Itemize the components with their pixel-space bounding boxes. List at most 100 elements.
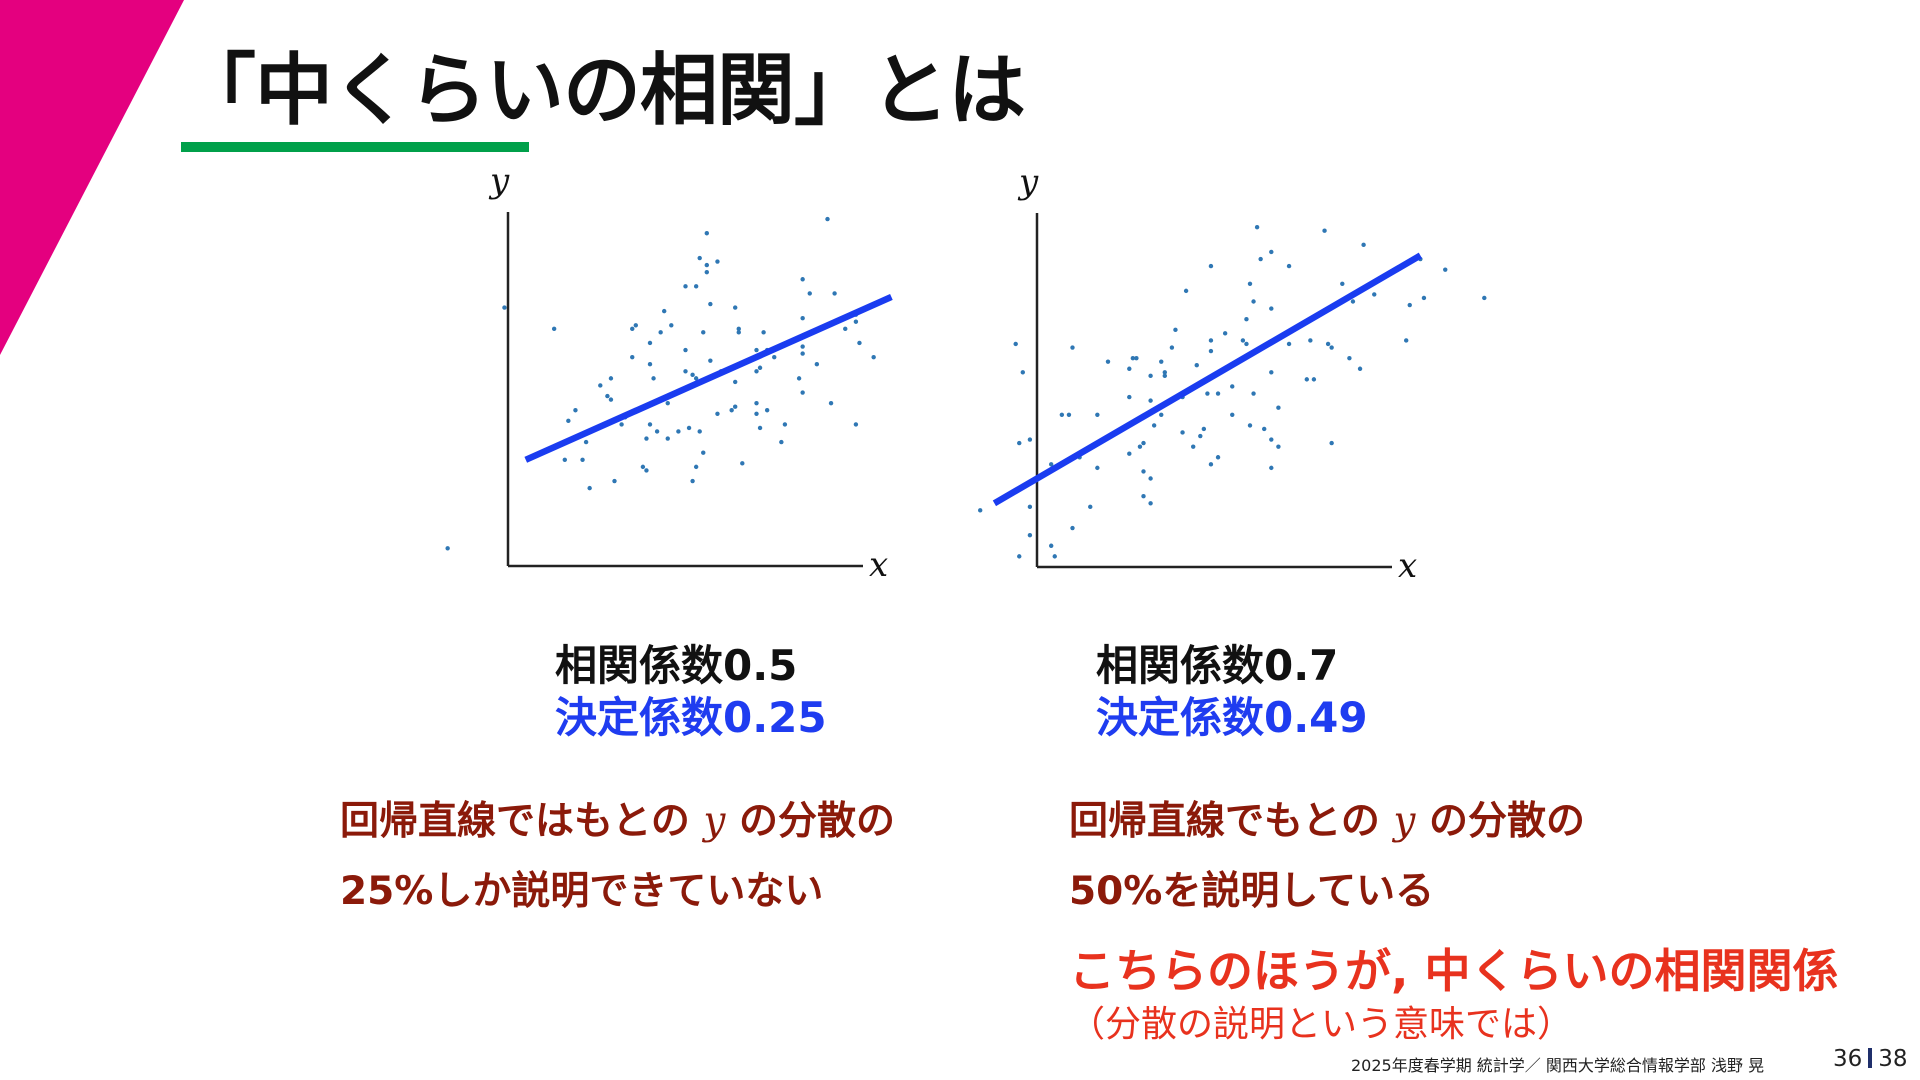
data-point	[1347, 355, 1352, 361]
total-pages: 38	[1878, 1046, 1908, 1072]
data-point	[1159, 412, 1164, 417]
data-point	[796, 376, 802, 381]
data-point	[1070, 525, 1075, 531]
data-point	[736, 330, 741, 335]
data-point	[754, 347, 759, 353]
data-point	[1183, 288, 1189, 294]
data-point	[665, 436, 670, 441]
conclusion-note: （分散の説明という意味では）	[1069, 1004, 1574, 1045]
data-point	[1130, 355, 1136, 361]
data-point	[715, 411, 720, 416]
data-point	[764, 408, 770, 413]
data-point	[754, 400, 759, 406]
data-point	[1095, 412, 1100, 417]
right-correlation-label: 相関係数0.7	[1096, 641, 1339, 690]
data-point	[1322, 228, 1327, 233]
data-point	[608, 397, 614, 402]
page-number: 36 38	[1833, 1046, 1908, 1072]
page-separator	[1868, 1048, 1873, 1068]
data-point	[676, 429, 681, 434]
data-point	[1247, 423, 1253, 428]
data-point	[772, 354, 777, 360]
data-point	[708, 301, 713, 307]
data-point	[1244, 341, 1249, 347]
data-point	[1173, 327, 1178, 333]
data-point	[782, 422, 788, 427]
text: 回帰直線ではもとの	[340, 799, 704, 844]
data-point	[662, 308, 667, 314]
data-point	[754, 369, 759, 374]
data-point	[1017, 554, 1022, 559]
data-point	[1340, 281, 1345, 286]
data-point	[619, 422, 624, 427]
data-point	[1269, 370, 1274, 375]
data-point	[1311, 377, 1317, 382]
left-determination-label: 決定係数0.25	[555, 693, 827, 742]
data-point	[502, 305, 507, 310]
data-point	[704, 231, 709, 236]
data-point	[690, 372, 695, 378]
data-point	[1151, 423, 1157, 428]
data-point	[697, 429, 702, 434]
data-point	[1027, 504, 1033, 510]
data-point	[630, 326, 635, 332]
data-point	[708, 358, 713, 363]
data-point	[1208, 338, 1214, 343]
data-point	[583, 439, 589, 445]
data-point	[1276, 444, 1281, 449]
y-axis-label: y	[488, 161, 510, 201]
data-point	[1066, 412, 1072, 417]
left-description-line2: 25%しか説明できていない	[340, 869, 824, 914]
data-point	[757, 365, 763, 370]
data-point	[800, 390, 805, 395]
data-point	[683, 369, 688, 374]
data-point	[665, 400, 670, 406]
data-point	[1148, 398, 1153, 403]
data-point	[630, 354, 635, 360]
data-point	[644, 436, 649, 441]
data-point	[871, 354, 876, 360]
data-point	[1105, 359, 1111, 364]
data-point	[690, 478, 695, 484]
title-underline	[181, 142, 529, 152]
variable-y: y	[1393, 799, 1416, 844]
data-point	[814, 362, 820, 367]
data-point	[1407, 302, 1412, 308]
right-determination-label: 決定係数0.49	[1096, 693, 1368, 742]
current-page: 36	[1833, 1046, 1863, 1072]
data-point	[857, 340, 862, 346]
data-point	[1286, 263, 1292, 269]
data-point	[647, 362, 653, 367]
data-point	[1286, 341, 1292, 347]
data-point	[825, 216, 830, 222]
data-point	[1262, 426, 1267, 432]
data-point	[587, 485, 592, 491]
data-point	[683, 347, 688, 353]
data-point	[1421, 295, 1427, 301]
data-point	[1148, 373, 1153, 379]
data-point	[1049, 543, 1054, 548]
data-point	[1222, 331, 1228, 336]
data-point	[704, 269, 709, 275]
data-point	[1205, 391, 1210, 396]
right-description-line1: 回帰直線でもとの y の分散の	[1069, 790, 1585, 846]
data-point	[658, 330, 663, 335]
data-point	[1141, 494, 1146, 499]
slide-title: 「中くらいの相関」とは	[178, 46, 1026, 136]
data-point	[598, 383, 603, 388]
text: の分散の	[1415, 799, 1586, 844]
data-point	[1304, 377, 1310, 382]
data-point	[1329, 345, 1334, 350]
text: の分散の	[725, 799, 896, 844]
data-point	[1254, 224, 1260, 230]
data-point	[733, 305, 738, 310]
data-point	[562, 457, 567, 462]
data-point	[1443, 267, 1448, 272]
data-point	[1325, 341, 1331, 347]
data-point	[1127, 366, 1132, 371]
data-point	[686, 425, 692, 431]
data-point	[1148, 476, 1153, 481]
data-point	[1127, 394, 1132, 400]
data-point	[1162, 370, 1168, 375]
data-point	[1329, 440, 1334, 446]
